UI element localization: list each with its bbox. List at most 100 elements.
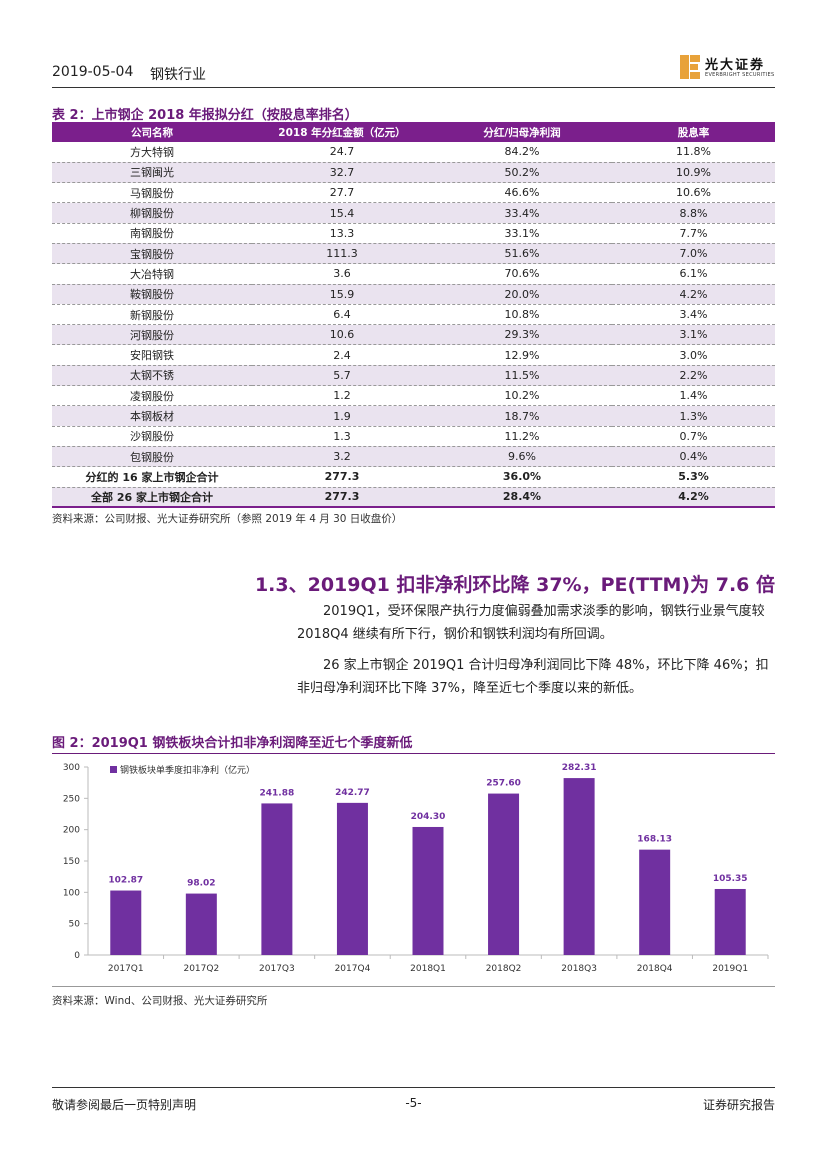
cell-dividend: 1.2 (252, 385, 432, 407)
table-row: 柳钢股份 15.4 33.4% 8.8% (52, 202, 775, 224)
x-tick-label: 2017Q2 (183, 964, 219, 974)
table-row: 方大特钢 24.7 84.2% 11.8% (52, 142, 775, 163)
x-tick-label: 2018Q2 (486, 964, 522, 974)
section-title: 1.3、2019Q1 扣非净利环比降 37%，PE(TTM)为 7.6 倍 (254, 574, 775, 596)
profit-bar-chart: 0 50 100 150 200 250 300 102.87 2017Q1 98.02 2017Q… (52, 755, 775, 987)
legend-swatch (110, 766, 117, 773)
cell-company: 河钢股份 (52, 324, 252, 346)
x-tick-label: 2018Q3 (561, 964, 597, 974)
cell-yield: 6.1% (612, 263, 775, 285)
cell-dividend: 24.7 (252, 142, 432, 163)
table-row: 宝钢股份 111.3 51.6% 7.0% (52, 243, 775, 265)
table-row: 马钢股份 27.7 46.6% 10.6% (52, 182, 775, 204)
cell-payout: 10.8% (432, 304, 612, 326)
cell-payout: 29.3% (432, 324, 612, 346)
cell-company: 大冶特钢 (52, 263, 252, 285)
y-tick-label: 100 (63, 888, 80, 898)
bar (714, 888, 746, 955)
cell-company: 马钢股份 (52, 182, 252, 204)
x-tick-label: 2017Q4 (335, 964, 371, 974)
cell-yield: 5.3% (612, 466, 775, 488)
table-caption: 表 2：上市钢企 2018 年报拟分红（按股息率排名） (52, 108, 358, 123)
cell-yield: 0.7% (612, 426, 775, 447)
cell-dividend: 5.7 (252, 365, 432, 387)
brand-logo: 光大证券 EVERBRIGHT SECURITIES (679, 50, 775, 84)
x-tick-label: 2017Q3 (259, 964, 295, 974)
table-header-row: 公司名称 2018 年分红金额（亿元） 分红/归母净利润 股息率 (52, 122, 775, 142)
x-tick-label: 2017Q1 (108, 964, 144, 974)
legend-label: 钢铁板块单季度扣非净利（亿元） (120, 764, 255, 776)
table-row: 沙钢股份 1.3 11.2% 0.7% (52, 426, 775, 447)
y-tick-label: 250 (63, 794, 80, 804)
cell-dividend: 32.7 (252, 162, 432, 184)
cell-company: 分红的 16 家上市钢企合计 (52, 466, 252, 488)
cell-payout: 51.6% (432, 243, 612, 265)
cell-company: 太钢不锈 (52, 365, 252, 387)
data-label: 241.88 (260, 788, 295, 798)
cell-dividend: 15.4 (252, 202, 432, 224)
cell-company: 本钢板材 (52, 405, 252, 427)
cell-yield: 11.8% (612, 142, 775, 163)
col-payout: 分红/归母净利润 (432, 122, 612, 142)
table-summary-row: 全部 26 家上市钢企合计 277.3 28.4% 4.2% (52, 487, 775, 509)
cell-yield: 7.7% (612, 223, 775, 244)
paragraph-2: 26 家上市钢企 2019Q1 合计归母净利润同比下降 48%，环比下降 46%… (297, 658, 769, 696)
cell-payout: 46.6% (432, 182, 612, 204)
table-row: 鞍钢股份 15.9 20.0% 4.2% (52, 284, 775, 305)
data-label: 105.35 (713, 874, 748, 884)
cell-dividend: 13.3 (252, 223, 432, 244)
cell-yield: 10.6% (612, 182, 775, 204)
data-label: 282.31 (562, 763, 597, 773)
bar (261, 803, 293, 955)
cell-payout: 36.0% (432, 466, 612, 488)
cell-company: 南钢股份 (52, 223, 252, 244)
cell-payout: 10.2% (432, 385, 612, 407)
cell-dividend: 2.4 (252, 344, 432, 366)
report-date: 2019-05-04 (52, 64, 134, 80)
cell-company: 鞍钢股份 (52, 284, 252, 305)
bar (412, 826, 444, 955)
cell-payout: 11.5% (432, 365, 612, 387)
cell-payout: 11.2% (432, 426, 612, 447)
table-source: 资料来源：公司财报、光大证券研究所（参照 2019 年 4 月 30 日收盘价） (52, 513, 403, 525)
cell-dividend: 15.9 (252, 284, 432, 305)
paragraph-1: 2019Q1，受环保限产执行力度偏弱叠加需求淡季的影响，钢铁行业景气度较 201… (297, 604, 765, 642)
cell-yield: 3.4% (612, 304, 775, 326)
cell-dividend: 6.4 (252, 304, 432, 326)
data-label: 257.60 (486, 779, 521, 789)
cell-yield: 8.8% (612, 202, 775, 224)
cell-payout: 33.1% (432, 223, 612, 244)
cell-dividend: 3.6 (252, 263, 432, 285)
chart-svg: 0 50 100 150 200 250 300 102.87 2017Q1 98.02 2017Q… (63, 763, 769, 974)
cell-yield: 4.2% (612, 284, 775, 305)
figure-caption: 图 2：2019Q1 钢铁板块合计扣非净利润降至近七个季度新低 (52, 732, 775, 754)
cell-payout: 20.0% (432, 284, 612, 305)
table-row: 南钢股份 13.3 33.1% 7.7% (52, 223, 775, 244)
table-row: 新钢股份 6.4 10.8% 3.4% (52, 304, 775, 326)
table-summary-row: 分红的 16 家上市钢企合计 277.3 36.0% 5.3% (52, 466, 775, 488)
cell-company: 安阳钢铁 (52, 344, 252, 366)
cell-payout: 18.7% (432, 405, 612, 427)
bar (639, 849, 671, 955)
cell-yield: 1.4% (612, 385, 775, 407)
bar (110, 890, 142, 955)
cell-yield: 3.0% (612, 344, 775, 366)
cell-dividend: 3.2 (252, 446, 432, 468)
bar (488, 793, 520, 955)
cell-payout: 70.6% (432, 263, 612, 285)
table-row: 太钢不锈 5.7 11.5% 2.2% (52, 365, 775, 387)
cell-yield: 0.4% (612, 446, 775, 468)
cell-dividend: 27.7 (252, 182, 432, 204)
cell-dividend: 277.3 (252, 487, 432, 509)
table-row: 河钢股份 10.6 29.3% 3.1% (52, 324, 775, 346)
x-tick-label: 2018Q1 (410, 964, 446, 974)
logo-name: 光大证券 (705, 58, 766, 73)
y-tick-label: 150 (63, 857, 80, 867)
cell-dividend: 111.3 (252, 243, 432, 265)
logo-mark-icon (680, 55, 700, 79)
cell-payout: 84.2% (432, 142, 612, 163)
data-label: 242.77 (335, 788, 370, 798)
col-dividend: 2018 年分红金额（亿元） (252, 122, 432, 142)
page-footer: 敬请参阅最后一页特别声明 -5- 证券研究报告 (52, 1087, 775, 1115)
cell-company: 包钢股份 (52, 446, 252, 468)
